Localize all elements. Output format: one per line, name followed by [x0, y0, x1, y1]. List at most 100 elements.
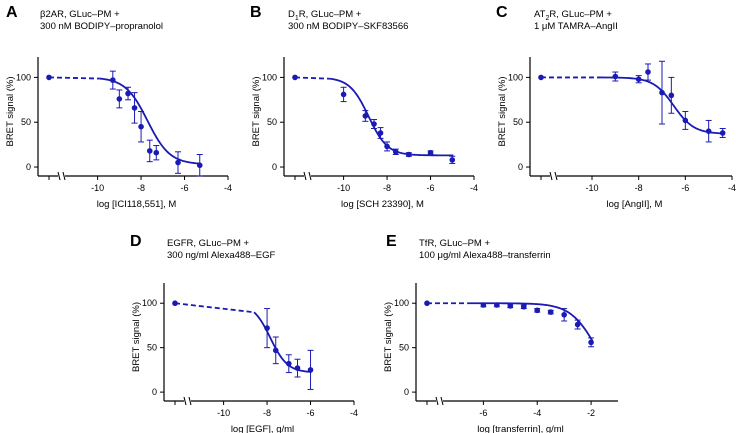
control-dash — [174, 302, 255, 314]
data-point — [371, 121, 377, 127]
data-point — [307, 367, 314, 373]
data-point — [520, 303, 527, 310]
fit-curve — [601, 76, 724, 135]
y-tick-label: 100 — [142, 298, 157, 308]
y-axis-label: BRET signal (%) — [383, 302, 394, 372]
y-axis-label: BRET signal (%) — [5, 76, 16, 146]
x-axis-label: log [AngII], M — [607, 199, 663, 210]
control-dash — [48, 76, 100, 80]
x-tick-label: -6 — [479, 408, 487, 418]
axis-break-mark — [183, 396, 187, 406]
fit-curve — [253, 311, 312, 373]
chart-title-line-1: TfR, GLuc–PM + — [419, 238, 490, 249]
data-point — [116, 96, 123, 102]
y-tick-label: 0 — [152, 387, 157, 397]
axis-break-mark — [435, 396, 439, 406]
panel-e: E TfR, GLuc–PM +100 μg/ml Alexa488–transf… — [383, 233, 618, 433]
data-point — [146, 148, 153, 154]
control-dash — [294, 76, 331, 80]
data-point — [574, 321, 581, 328]
data-point — [264, 325, 270, 331]
data-point — [612, 73, 619, 80]
data-point — [507, 303, 514, 309]
data-point — [272, 347, 279, 354]
x-tick-label: -6 — [181, 183, 189, 193]
x-tick-label: -10 — [217, 408, 230, 418]
y-tick-label: 0 — [518, 162, 523, 172]
x-tick-label: -10 — [91, 183, 104, 193]
axis-break-mark — [303, 171, 307, 181]
x-tick-label: -4 — [350, 408, 358, 418]
data-point — [362, 113, 369, 119]
data-point — [110, 77, 116, 83]
axis-break-mark — [188, 396, 192, 406]
data-point — [668, 92, 675, 99]
data-point — [682, 117, 689, 124]
x-axis-label: log [ICI118,551], M — [97, 199, 177, 210]
data-point — [705, 128, 712, 134]
axis-break-mark — [308, 171, 312, 181]
x-tick-label: -6 — [307, 408, 315, 418]
y-tick-label: 50 — [267, 117, 277, 127]
y-tick-label: 0 — [272, 162, 277, 172]
data-point — [377, 130, 384, 136]
axis-break-mark — [549, 171, 553, 181]
y-tick-label: 0 — [404, 387, 409, 397]
chart-title-line-2: 1 μM TAMRA–AngII — [534, 21, 618, 32]
y-tick-label: 50 — [147, 343, 157, 353]
x-tick-label: -4 — [224, 183, 232, 193]
panel-letter: C — [496, 4, 508, 21]
data-point — [719, 130, 726, 136]
data-point — [286, 360, 292, 367]
chart-title-line-1: D1R, GLuc–PM + — [288, 9, 362, 22]
data-point — [659, 89, 665, 96]
control-point — [46, 74, 52, 81]
axis-break-mark — [440, 396, 444, 406]
y-tick-label: 100 — [394, 298, 409, 308]
fit-curve — [99, 77, 201, 165]
x-tick-label: -8 — [383, 183, 391, 193]
x-axis-label: log [SCH 23390], M — [341, 199, 424, 210]
control-point — [538, 74, 544, 81]
data-point — [547, 309, 554, 315]
y-axis-label: BRET signal (%) — [251, 76, 262, 146]
data-point — [406, 151, 412, 158]
y-tick-label: 50 — [21, 117, 31, 127]
x-tick-label: -8 — [635, 183, 643, 193]
y-tick-label: 50 — [399, 343, 409, 353]
y-tick-label: 100 — [16, 72, 31, 82]
y-tick-label: 100 — [508, 72, 523, 82]
axis-break-mark — [554, 171, 558, 181]
data-point — [449, 157, 456, 163]
panel-letter: A — [6, 4, 18, 21]
panel-letter: B — [250, 4, 262, 21]
data-point — [153, 149, 160, 156]
data-point — [340, 91, 347, 98]
data-point — [175, 159, 181, 166]
data-point — [588, 339, 594, 346]
x-tick-label: -6 — [427, 183, 435, 193]
x-tick-label: -6 — [681, 183, 689, 193]
data-point — [131, 105, 138, 111]
y-axis-label: BRET signal (%) — [497, 76, 508, 146]
axis-break-mark — [62, 171, 66, 181]
data-point — [125, 90, 131, 97]
data-point — [494, 302, 500, 308]
control-point — [292, 74, 298, 81]
panel-letter: D — [130, 233, 142, 250]
data-point — [196, 162, 203, 169]
fit-curve — [330, 77, 454, 157]
data-point — [384, 143, 390, 150]
x-tick-label: -8 — [137, 183, 145, 193]
y-axis-label: BRET signal (%) — [131, 302, 142, 372]
data-point — [427, 149, 434, 156]
x-axis-label: log [transferrin], g/ml — [477, 424, 564, 433]
panel-d: D EGFR, GLuc–PM +300 ng/ml Alexa488–EGF 0 5… — [130, 233, 358, 433]
chart-title-line-1: EGFR, GLuc–PM + — [167, 238, 250, 249]
data-point — [392, 149, 399, 155]
x-tick-label: -4 — [728, 183, 736, 193]
panel-letter: E — [386, 233, 397, 250]
panel-b: B D1R, GLuc–PM +300 nM BODIPY–SKF83566 0 50… — [250, 4, 478, 210]
